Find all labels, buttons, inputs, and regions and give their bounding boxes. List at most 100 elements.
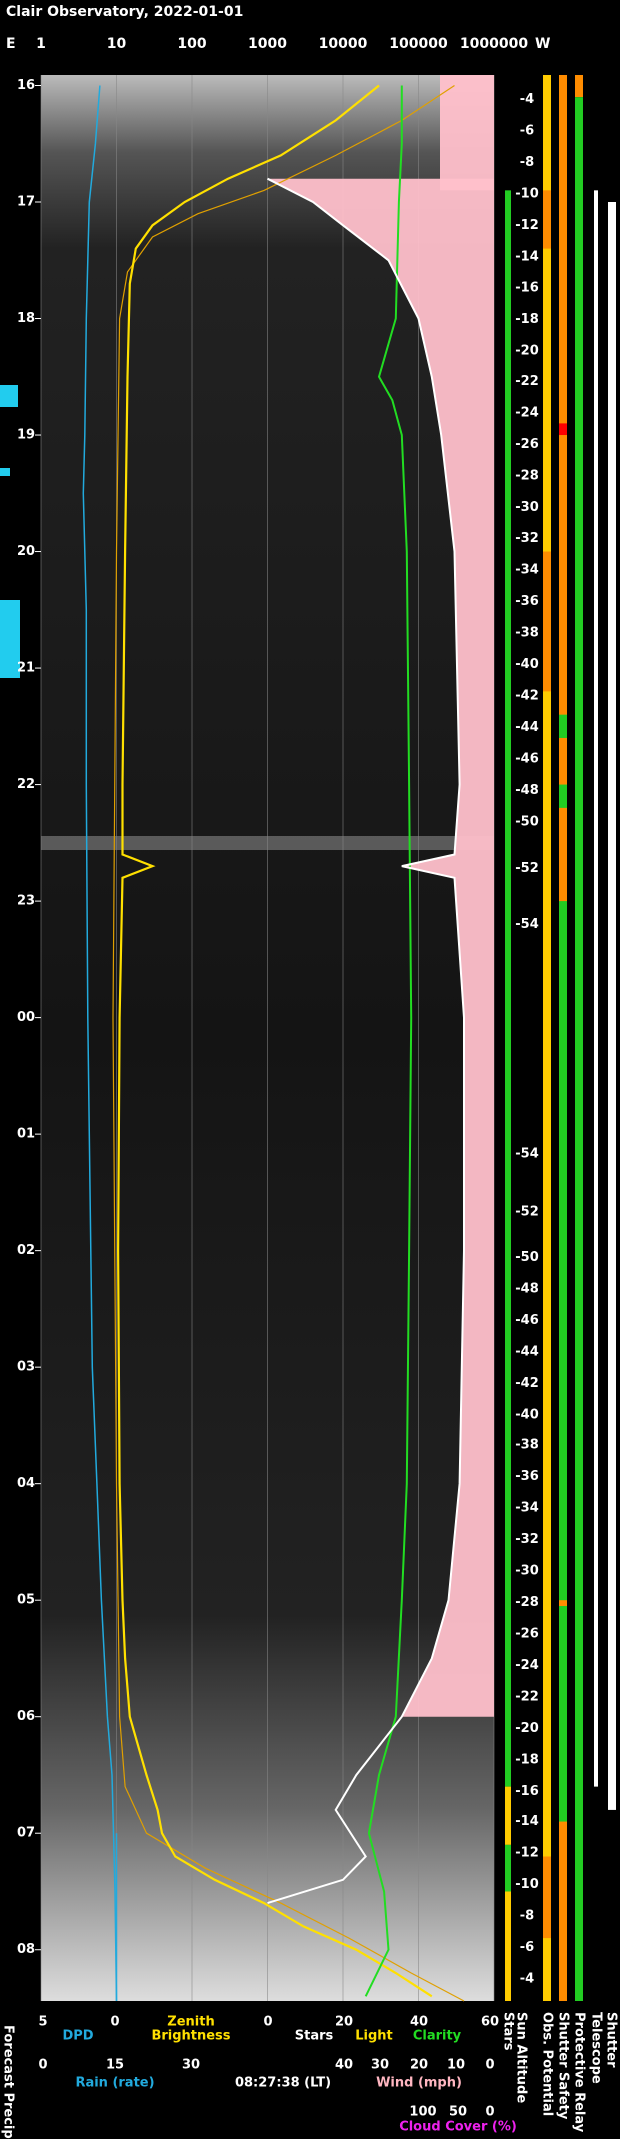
sun-altitude-label: -42 [515,1376,539,1391]
sun-altitude-label: -8 [520,1908,534,1923]
status-strip [505,1786,511,1845]
y-tick-label: 17 [17,195,35,210]
sun-altitude-label: -18 [515,1752,539,1767]
sun-altitude-label: -28 [515,1595,539,1610]
sun-altitude-label: -38 [515,1438,539,1453]
y-tick-label: 00 [17,1010,35,1025]
sun-altitude-label: -8 [520,155,534,170]
sun-altitude-label: -6 [520,123,534,138]
bottom-label: Wind (mph) [376,2076,462,2091]
y-tick-label: 06 [17,1709,35,1724]
series-line [116,84,433,1998]
bottom-label: 0 [38,2058,47,2073]
sun-altitude-label: -32 [515,531,539,546]
bottom-label: 100 [409,2105,436,2120]
y-tick-label: 23 [17,894,35,909]
y-tick-label: 08 [17,1942,35,1957]
sun-altitude-label: -14 [515,249,539,264]
y-tick-label: 16 [17,78,35,93]
bottom-label: DPD [62,2029,93,2044]
status-strip [543,75,551,2001]
bottom-label: 0 [110,2015,119,2030]
status-strip [559,714,567,738]
bottom-label: 20 [410,2058,428,2073]
x-tick-label: 100000 [389,36,448,52]
y-tick-label: 03 [17,1360,35,1375]
column-label: Obs. Potential [540,2012,555,2116]
y-tick-label: 05 [17,1593,35,1608]
sun-altitude-label: -34 [515,563,539,578]
bottom-label: Rain (rate) [75,2076,154,2091]
y-tick-label: 07 [17,1826,35,1841]
sun-altitude-label: -20 [515,344,539,359]
sun-altitude-label: -50 [515,814,539,829]
status-strip [575,97,583,2001]
bottom-label: 60 [481,2015,499,2030]
sun-altitude-label: -10 [515,186,539,201]
column-label: Stars [501,2012,516,2051]
y-tick-label: 22 [17,777,35,792]
sun-altitude-label: -36 [515,594,539,609]
bottom-label: 30 [371,2058,389,2073]
forecast-precip [0,468,10,476]
y-tick-label: 02 [17,1243,35,1258]
series-line [267,177,465,1905]
column-label: Sun Altitude [514,2012,529,2103]
sun-altitude-label: -16 [515,1784,539,1799]
sun-altitude-label: -42 [515,689,539,704]
sun-altitude-label: -30 [515,1564,539,1579]
sun-altitude-label: -54 [515,1146,539,1161]
sun-altitude-label: -44 [515,720,539,735]
forecast-label: Forecast Precip. [1,2025,16,2139]
bottom-label: 40 [335,2058,353,2073]
bottom-label: 5 [38,2015,47,2030]
status-strip [559,901,567,1601]
sun-altitude-label: -46 [515,1313,539,1328]
sun-altitude-label: -30 [515,500,539,515]
column-label: Protective Relay [572,2012,587,2133]
bottom-label: Stars [295,2029,334,2044]
y-tick-label: 21 [17,661,35,676]
sun-altitude-label: -40 [515,657,539,672]
east-label: E [6,36,16,52]
bottom-label: 50 [449,2105,467,2120]
sun-altitude-label: -52 [515,1205,539,1220]
bottom-label: 30 [182,2058,200,2073]
sun-altitude-label: -40 [515,1407,539,1422]
sun-altitude-label: -4 [520,1971,534,1986]
sun-altitude-label: -24 [515,1658,539,1673]
sun-altitude-label: -22 [515,1689,539,1704]
status-strip [559,423,567,436]
status-strip [543,551,551,692]
bottom-label: 0 [485,2105,494,2120]
sun-altitude-label: -52 [515,861,539,876]
cloud-area [267,178,494,1717]
y-tick-label: 19 [17,428,35,443]
sun-altitude-label: -34 [515,1501,539,1516]
sun-altitude-label: -12 [515,1846,539,1861]
x-tick-label: 10000 [319,36,368,52]
sun-altitude-label: -50 [515,1250,539,1265]
status-strip [505,1891,511,2001]
status-strip [505,190,511,1787]
sun-altitude-label: -14 [515,1814,539,1829]
bottom-label: 08:27:38 (LT) [235,2076,331,2091]
status-strip [505,1844,511,1892]
sun-altitude-label: -12 [515,218,539,233]
sun-altitude-label: -48 [515,1282,539,1297]
bottom-label: Brightness [151,2029,230,2044]
sun-altitude-label: -20 [515,1721,539,1736]
x-tick-label: 1000000 [460,36,528,52]
bottom-label: Cloud Cover (%) [399,2120,517,2135]
dpd-line [82,85,118,2002]
status-strip [543,1856,551,1939]
cloud-area [440,75,494,191]
y-tick-label: 18 [17,311,35,326]
x-tick-label: 100 [177,36,206,52]
sun-altitude-label: -28 [515,468,539,483]
forecast-precip [0,600,20,678]
y-tick-label: 04 [17,1476,35,1491]
status-strip [608,202,616,1810]
